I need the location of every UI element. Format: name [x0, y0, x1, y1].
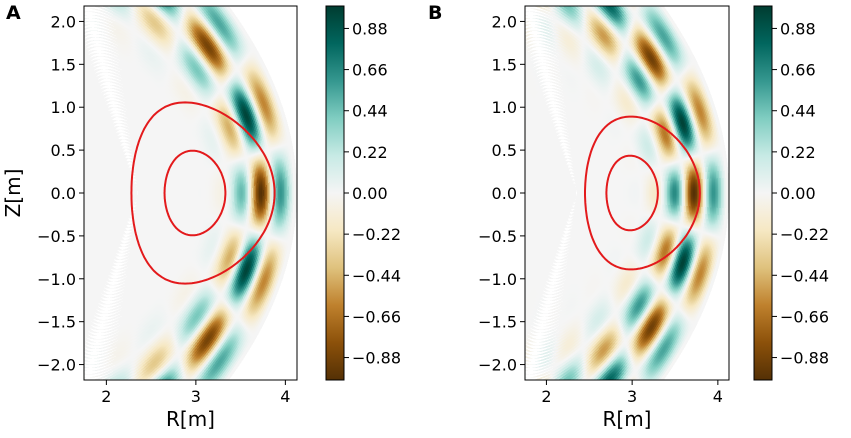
- panel-a-plot: 2 3 4 −2.0 −1.5 −1.0 −0.5 0.0 0.5 1.0 1.5 2.0 R[m] Z[…: [1, 5, 298, 431]
- y-tick-label: −1.5: [478, 313, 517, 332]
- y-tick-label: −0.5: [478, 227, 517, 246]
- x-tick-label: 4: [713, 387, 723, 406]
- y-tick-label: 0.5: [492, 141, 517, 160]
- y-axis-label: Z[m]: [1, 169, 25, 218]
- colorbar-tick-label: 0.44: [780, 102, 816, 121]
- y-tick-label: −1.0: [478, 270, 517, 289]
- y-tick-label: −2.0: [478, 356, 517, 375]
- inner-flux-surface: [163, 149, 227, 237]
- y-tick-label: 0.0: [51, 184, 76, 203]
- x-tick-label: 3: [191, 387, 201, 406]
- colorbar-tick-label: 0.44: [352, 102, 388, 121]
- y-tick-label: −1.5: [37, 313, 76, 332]
- colorbar-gradient: [325, 5, 345, 381]
- panel-b: B 2 3 4 −2.0 −1.5 −1.0 −0.5 0.0 0.5 1.0 1.5 2.0 R[m]…: [428, 2, 829, 431]
- colorbar-tick-label: −0.44: [780, 266, 829, 285]
- field-heatmap: [525, 6, 729, 380]
- outer-flux-surface: [130, 101, 276, 285]
- x-tick-label: 4: [280, 387, 290, 406]
- y-tick-label: −0.5: [37, 227, 76, 246]
- y-tick-label: 1.0: [492, 98, 517, 117]
- colorbar-gradient: [753, 5, 773, 381]
- x-tick-label: 3: [627, 387, 637, 406]
- panel-b-letter: B: [428, 2, 442, 24]
- y-tick-label: −1.0: [37, 270, 76, 289]
- panel-a-letter: A: [6, 2, 21, 24]
- x-tick-label: 2: [101, 387, 111, 406]
- x-axis-label: R[m]: [166, 407, 215, 431]
- colorbar-tick-label: 0.00: [780, 184, 816, 203]
- y-tick-label: 1.5: [492, 55, 517, 74]
- y-tick-label: 0.0: [492, 184, 517, 203]
- colorbar-tick-label: −0.22: [780, 225, 829, 244]
- colorbar-tick-label: −0.44: [352, 266, 401, 285]
- x-tick-label: 2: [541, 387, 551, 406]
- y-tick-label: 0.5: [51, 141, 76, 160]
- colorbar-tick-label: −0.66: [352, 307, 401, 326]
- colorbar-tick-label: −0.22: [352, 225, 401, 244]
- x-axis-label: R[m]: [603, 407, 652, 431]
- colorbar-tick-label: −0.88: [352, 349, 401, 368]
- colorbar-tick-label: 0.00: [352, 184, 388, 203]
- panel-a-colorbar: 0.88 0.66 0.44 0.22 0.00 −0.22 −0.44 −0.66 −0.88: [325, 5, 401, 381]
- colorbar-tick-label: 0.88: [352, 19, 388, 38]
- y-tick-label: 2.0: [51, 12, 76, 31]
- y-tick-label: −2.0: [37, 356, 76, 375]
- colorbar-tick-label: 0.88: [780, 19, 816, 38]
- field-heatmap: [84, 6, 297, 380]
- outer-flux-surface: [584, 115, 701, 271]
- colorbar-tick-label: 0.66: [780, 61, 816, 80]
- panel-b-plot: 2 3 4 −2.0 −1.5 −1.0 −0.5 0.0 0.5 1.0 1.5 2.0 R[m]: [478, 5, 730, 431]
- colorbar-tick-label: 0.66: [352, 61, 388, 80]
- colorbar-tick-label: −0.88: [780, 349, 829, 368]
- panel-b-colorbar: 0.88 0.66 0.44 0.22 0.00 −0.22 −0.44 −0.66 −0.88: [753, 5, 829, 381]
- y-tick-label: 1.5: [51, 55, 76, 74]
- colorbar-tick-label: 0.22: [352, 143, 388, 162]
- colorbar-tick-label: 0.22: [780, 143, 816, 162]
- colorbar-tick-label: −0.66: [780, 307, 829, 326]
- y-tick-label: 1.0: [51, 98, 76, 117]
- inner-flux-surface: [605, 154, 659, 232]
- panel-a: A 2 3 4 −2.0 −1.5 −1.0 −0.5 0.0 0.5 1.0 1.5 2.0 R[m]…: [1, 2, 401, 431]
- y-tick-label: 2.0: [492, 12, 517, 31]
